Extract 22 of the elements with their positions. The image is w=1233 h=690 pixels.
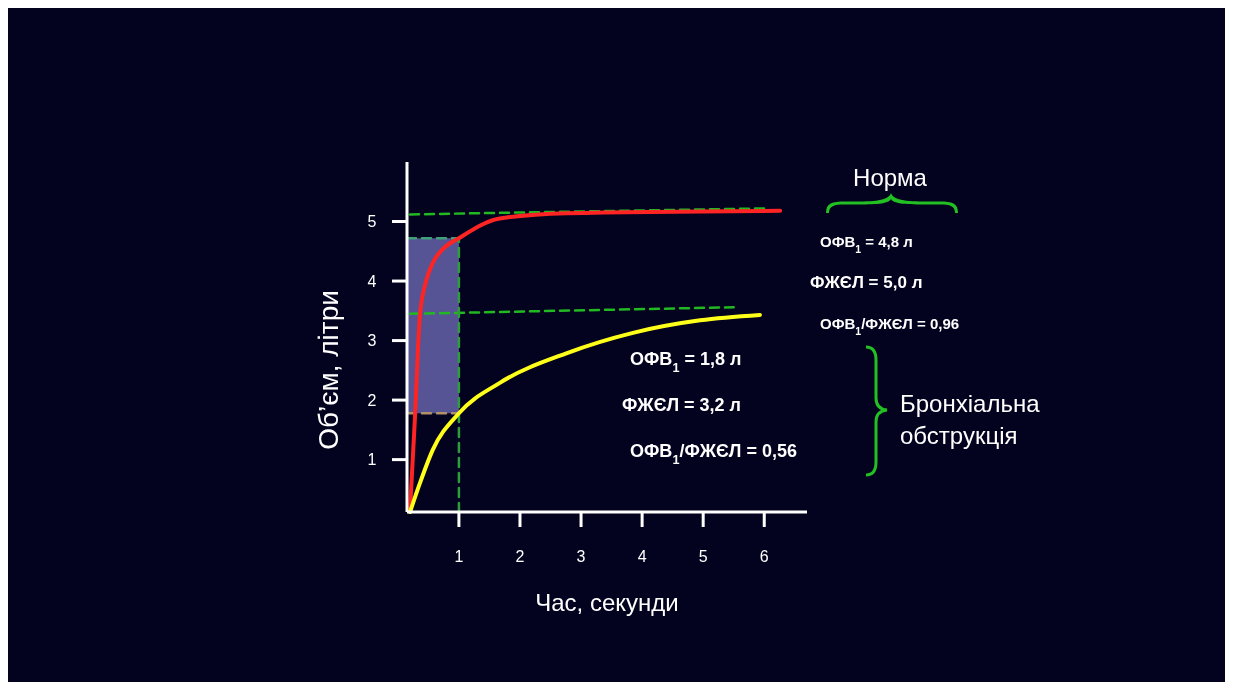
y-tick-label: 1	[367, 451, 377, 469]
x-tick-label: 6	[759, 548, 769, 565]
text: ОФВ$_{1}$/ФЖЄЛ = 0,96	[820, 315, 960, 337]
x-tick-label: 5	[698, 548, 708, 565]
text: Бронхіальна обструкція	[900, 390, 1041, 449]
y-tick-label: 4	[367, 272, 377, 290]
text: ОФВ$_{1}$ = 4,8 л	[820, 233, 913, 255]
y-tick-label: 3	[367, 332, 377, 350]
annotation: ОФВ$_{1}$ = 1,8 л	[630, 349, 742, 375]
x-tick-label: 4	[637, 548, 647, 565]
text: ФЖЄЛ = 5,0 л	[810, 273, 923, 292]
y-axis-title: Об’єм, літри	[313, 290, 344, 450]
annotation: ФЖЄЛ = 3,2 л	[622, 395, 742, 415]
x-axis-title: Час, секунди	[535, 589, 679, 616]
text: Норма	[853, 164, 928, 191]
x-tick-label: 2	[515, 548, 525, 565]
y-tick-label: 2	[367, 391, 377, 409]
annotation: ОФВ$_{1}$/ФЖЄЛ = 0,56	[630, 441, 798, 467]
y-tick-label: 5	[367, 213, 377, 231]
x-tick-label: 3	[576, 548, 586, 565]
x-tick-label: 1	[454, 548, 464, 565]
line-series	[408, 312, 762, 514]
